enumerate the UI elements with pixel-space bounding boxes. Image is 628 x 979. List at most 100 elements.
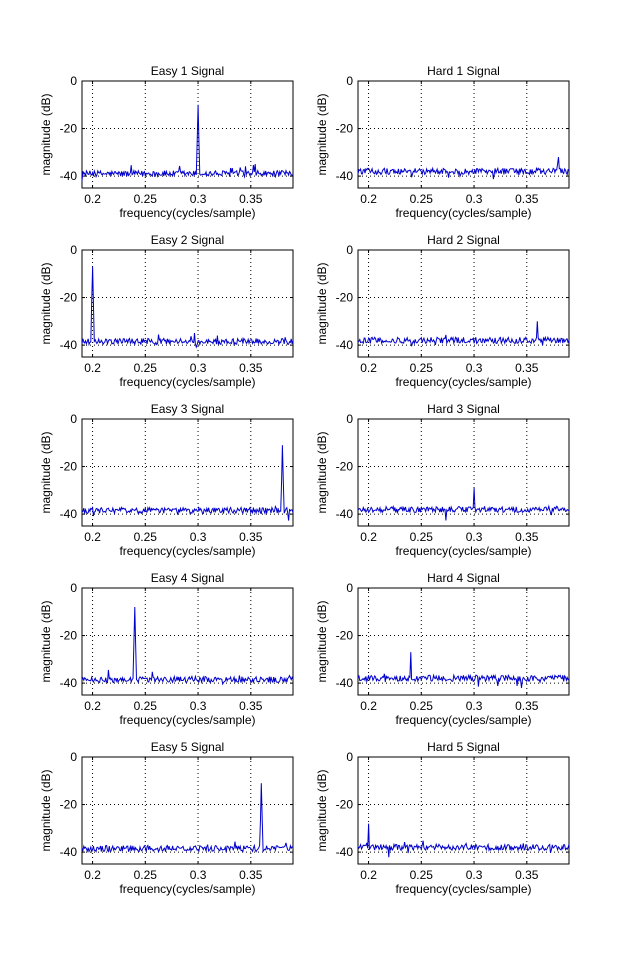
spectrum-line [357, 652, 570, 689]
plot-title: Hard 2 Signal [427, 233, 500, 247]
x-tick-label: 0.2 [84, 361, 101, 375]
axes-box [81, 249, 294, 358]
axes-box [81, 587, 294, 696]
y-tick-label: -40 [336, 169, 354, 183]
y-tick-label: -40 [60, 676, 78, 690]
x-tick-label: 0.25 [410, 699, 434, 713]
x-tick-label: 0.35 [239, 530, 263, 544]
x-tick-label: 0.2 [360, 699, 377, 713]
x-tick-label: 0.3 [190, 699, 207, 713]
y-tick-label: -20 [336, 629, 354, 643]
x-tick-label: 0.35 [239, 699, 263, 713]
y-tick-label: -40 [60, 845, 78, 859]
subplot-1: Easy 1 Signal 0.2 0.25 0.3 0.35 0 -20 -40 freque… [39, 64, 294, 220]
subplot-4: Hard 2 Signal 0.2 0.25 0.3 0.35 0 -20 -40 freque… [315, 233, 570, 389]
x-tick-label: 0.2 [84, 699, 101, 713]
y-axis-label: magnitude (dB) [315, 600, 329, 682]
y-tick-label: -40 [336, 507, 354, 521]
x-tick-label: 0.25 [134, 868, 158, 882]
y-axis-label: magnitude (dB) [39, 431, 53, 513]
x-tick-label: 0.2 [360, 361, 377, 375]
x-tick-label: 0.35 [515, 699, 539, 713]
y-tick-label: -20 [60, 629, 78, 643]
x-tick-label: 0.3 [466, 192, 483, 206]
y-tick-label: 0 [70, 750, 77, 764]
y-tick-label: 0 [70, 243, 77, 257]
x-tick-label: 0.2 [84, 530, 101, 544]
y-axis-label: magnitude (dB) [315, 769, 329, 851]
x-axis-label: frequency(cycles/sample) [119, 206, 255, 220]
x-axis-label: frequency(cycles/sample) [119, 882, 255, 896]
x-axis-label: frequency(cycles/sample) [395, 206, 531, 220]
y-axis-label: magnitude (dB) [315, 262, 329, 344]
x-tick-label: 0.25 [134, 192, 158, 206]
x-tick-label: 0.3 [190, 868, 207, 882]
subplot-10: Hard 5 Signal 0.2 0.25 0.3 0.35 0 -20 -40 freque… [315, 740, 570, 896]
x-tick-label: 0.3 [190, 530, 207, 544]
y-axis-label: magnitude (dB) [39, 769, 53, 851]
plot-title: Easy 5 Signal [151, 740, 224, 754]
subplot-9: Easy 5 Signal 0.2 0.25 0.3 0.35 0 -20 -40 freque… [39, 740, 294, 896]
x-tick-label: 0.3 [466, 530, 483, 544]
x-axis-label: frequency(cycles/sample) [395, 544, 531, 558]
x-tick-label: 0.25 [410, 192, 434, 206]
y-tick-label: -20 [336, 291, 354, 305]
y-tick-label: -40 [60, 169, 78, 183]
subplot-5: Easy 3 Signal 0.2 0.25 0.3 0.35 0 -20 -40 freque… [39, 402, 294, 558]
y-tick-label: -20 [336, 460, 354, 474]
y-tick-label: 0 [70, 581, 77, 595]
y-tick-label: -40 [336, 338, 354, 352]
spectrum-line [357, 321, 570, 347]
x-tick-label: 0.2 [360, 530, 377, 544]
y-axis-label: magnitude (dB) [315, 93, 329, 175]
subplot-7: Easy 4 Signal 0.2 0.25 0.3 0.35 0 -20 -40 freque… [39, 571, 294, 727]
spectrum-line [81, 104, 294, 182]
y-tick-label: -20 [336, 122, 354, 136]
spectrum-line [357, 157, 570, 180]
x-tick-label: 0.35 [515, 868, 539, 882]
y-tick-label: -40 [60, 338, 78, 352]
subplot-3: Easy 2 Signal 0.2 0.25 0.3 0.35 0 -20 -40 freque… [39, 233, 294, 389]
x-tick-label: 0.25 [410, 868, 434, 882]
y-tick-label: 0 [346, 74, 353, 88]
axes-box [81, 756, 294, 865]
spectrum-line [357, 487, 570, 521]
y-tick-label: -20 [336, 798, 354, 812]
y-tick-label: 0 [70, 412, 77, 426]
plot-title: Easy 2 Signal [151, 233, 224, 247]
y-axis-label: magnitude (dB) [39, 600, 53, 682]
x-tick-label: 0.3 [466, 699, 483, 713]
x-axis-label: frequency(cycles/sample) [395, 375, 531, 389]
x-tick-label: 0.35 [515, 192, 539, 206]
x-tick-label: 0.35 [239, 192, 263, 206]
x-axis-label: frequency(cycles/sample) [119, 375, 255, 389]
y-axis-label: magnitude (dB) [39, 262, 53, 344]
x-tick-label: 0.25 [134, 530, 158, 544]
y-tick-label: -20 [60, 798, 78, 812]
y-tick-label: -20 [60, 460, 78, 474]
y-tick-label: 0 [70, 74, 77, 88]
plot-title: Easy 3 Signal [151, 402, 224, 416]
x-tick-label: 0.3 [190, 361, 207, 375]
plot-title: Hard 1 Signal [427, 64, 500, 78]
x-tick-label: 0.25 [134, 361, 158, 375]
x-tick-label: 0.25 [134, 699, 158, 713]
y-axis-label: magnitude (dB) [315, 431, 329, 513]
x-tick-label: 0.35 [515, 361, 539, 375]
spectrum-line [81, 783, 294, 854]
x-axis-label: frequency(cycles/sample) [395, 882, 531, 896]
y-tick-label: -40 [336, 676, 354, 690]
subplot-2: Hard 1 Signal 0.2 0.25 0.3 0.35 0 -20 -40 freque… [315, 64, 570, 220]
spectrum-line [81, 606, 294, 686]
subplot-6: Hard 3 Signal 0.2 0.25 0.3 0.35 0 -20 -40 freque… [315, 402, 570, 558]
axes-box [357, 249, 570, 358]
y-tick-label: 0 [346, 243, 353, 257]
x-tick-label: 0.3 [190, 192, 207, 206]
x-tick-label: 0.35 [239, 361, 263, 375]
spectrum-line [81, 445, 294, 521]
x-tick-label: 0.3 [466, 868, 483, 882]
y-tick-label: -40 [60, 507, 78, 521]
y-axis-label: magnitude (dB) [39, 93, 53, 175]
axes-box [81, 418, 294, 527]
